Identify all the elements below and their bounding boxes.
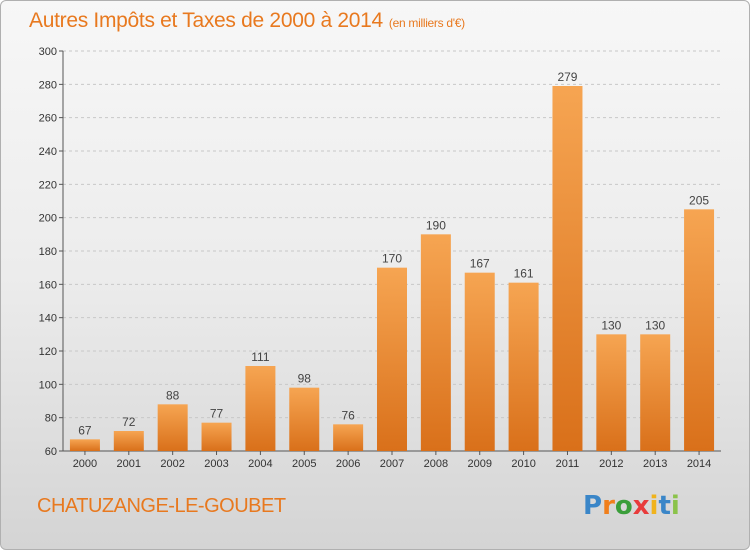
y-tick-label: 80 bbox=[45, 413, 57, 425]
value-label: 72 bbox=[122, 415, 136, 429]
bar-2001 bbox=[113, 431, 144, 451]
labels: 60 80 100 120 140 160 180 200 220 240 260 280 300 67 2… bbox=[39, 46, 712, 470]
value-label: 111 bbox=[251, 350, 270, 364]
bar-2014 bbox=[684, 209, 715, 451]
logo-letter: i bbox=[649, 491, 659, 521]
x-tick-label: 2003 bbox=[204, 458, 228, 470]
value-label: 190 bbox=[426, 218, 446, 232]
bar-2007 bbox=[377, 267, 407, 451]
x-tick-label: 2013 bbox=[643, 458, 667, 470]
bar-2008 bbox=[420, 234, 451, 451]
bar-2005 bbox=[289, 387, 320, 451]
x-tick-label: 2005 bbox=[292, 458, 316, 470]
logo-letter: o bbox=[614, 491, 633, 521]
x-tick-label: 2004 bbox=[248, 458, 272, 470]
bar-2002 bbox=[157, 404, 188, 451]
x-tick-label: 2007 bbox=[380, 458, 404, 470]
y-tick-label: 280 bbox=[39, 79, 57, 91]
x-tick-label: 2001 bbox=[117, 458, 141, 470]
y-tick-label: 180 bbox=[39, 246, 57, 258]
y-tick-label: 220 bbox=[39, 179, 57, 191]
logo-letter: i bbox=[670, 491, 680, 521]
bar-2011 bbox=[552, 86, 583, 451]
x-tick-label: 2011 bbox=[556, 458, 580, 470]
value-label: 88 bbox=[166, 388, 180, 402]
chart-title: Autres Impôts et Taxes de 2000 à 2014 (en… bbox=[29, 9, 465, 33]
logo-letter: x bbox=[632, 491, 650, 521]
bar-2006 bbox=[333, 424, 364, 451]
value-label: 205 bbox=[689, 193, 709, 207]
x-tick-label: 2002 bbox=[160, 458, 184, 470]
y-tick-label: 140 bbox=[39, 313, 57, 325]
y-tick-label: 200 bbox=[39, 213, 57, 225]
bar-2000 bbox=[69, 439, 100, 451]
bar-2012 bbox=[596, 334, 627, 451]
value-label: 170 bbox=[382, 252, 402, 266]
y-tick-label: 120 bbox=[39, 346, 57, 358]
bar-2004 bbox=[245, 366, 276, 451]
bar-2010 bbox=[508, 282, 539, 451]
logo-letter: P bbox=[583, 491, 603, 521]
y-tick-label: 160 bbox=[39, 279, 57, 291]
chart-unit: (en milliers d'€) bbox=[388, 16, 465, 30]
y-tick-label: 240 bbox=[39, 146, 57, 158]
value-label: 130 bbox=[601, 318, 621, 332]
logo-letter: t bbox=[658, 491, 671, 521]
bar-2009 bbox=[464, 272, 495, 451]
logo-letter: r bbox=[602, 491, 615, 521]
value-label: 130 bbox=[645, 318, 665, 332]
value-label: 67 bbox=[78, 423, 92, 437]
value-label: 76 bbox=[341, 408, 355, 422]
bars bbox=[69, 86, 715, 451]
x-tick-label: 2012 bbox=[599, 458, 623, 470]
y-tick-label: 60 bbox=[45, 446, 57, 458]
x-tick-label: 2014 bbox=[687, 458, 711, 470]
chart-title-text: Autres Impôts et Taxes de 2000 à 2014 bbox=[29, 9, 383, 32]
value-label: 279 bbox=[557, 70, 577, 84]
bar-2013 bbox=[640, 334, 671, 451]
y-tick-label: 300 bbox=[39, 46, 57, 58]
value-label: 98 bbox=[298, 372, 312, 386]
x-tick-label: 2008 bbox=[424, 458, 448, 470]
y-tick-label: 100 bbox=[39, 379, 57, 391]
commune-name: CHATUZANGE-LE-GOUBET bbox=[37, 495, 286, 517]
x-tick-label: 2006 bbox=[336, 458, 360, 470]
x-tick-label: 2009 bbox=[467, 458, 491, 470]
value-label: 167 bbox=[470, 257, 490, 271]
value-label: 161 bbox=[514, 267, 534, 281]
x-tick-label: 2000 bbox=[73, 458, 97, 470]
value-label: 77 bbox=[210, 407, 224, 421]
y-tick-label: 260 bbox=[39, 113, 57, 125]
proxiti-logo[interactable]: Proxiti bbox=[583, 491, 680, 521]
x-tick-label: 2010 bbox=[511, 458, 535, 470]
bar-2003 bbox=[201, 422, 232, 451]
